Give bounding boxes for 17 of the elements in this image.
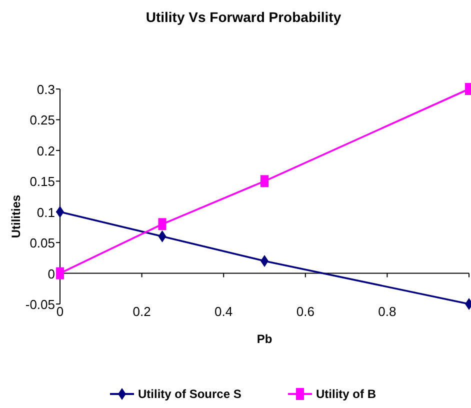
x-tick-label: 0.8 bbox=[378, 304, 396, 319]
legend-label: Utility of B bbox=[316, 387, 376, 401]
chart-title: Utility Vs Forward Probability bbox=[146, 9, 342, 25]
y-tick-label: 0.05 bbox=[30, 236, 55, 251]
y-tick-label: 0 bbox=[48, 266, 55, 282]
y-tick-label: -0.05 bbox=[25, 297, 55, 312]
x-axis-title: Pb bbox=[256, 332, 272, 346]
y-tick-label: 0.25 bbox=[30, 112, 55, 128]
y-axis-title: Utilities bbox=[9, 194, 23, 238]
legend-label: Utility of Source S bbox=[138, 387, 242, 401]
y-tick-label: 0.15 bbox=[30, 174, 55, 190]
y-tick-label: 0.3 bbox=[36, 82, 55, 97]
y-tick-label: 0.1 bbox=[36, 204, 55, 220]
x-tick-label: 0.4 bbox=[214, 304, 233, 319]
x-tick-label: 0.2 bbox=[132, 304, 151, 319]
x-tick-label: 0.6 bbox=[296, 304, 314, 319]
y-tick-label: 0.2 bbox=[36, 143, 55, 158]
